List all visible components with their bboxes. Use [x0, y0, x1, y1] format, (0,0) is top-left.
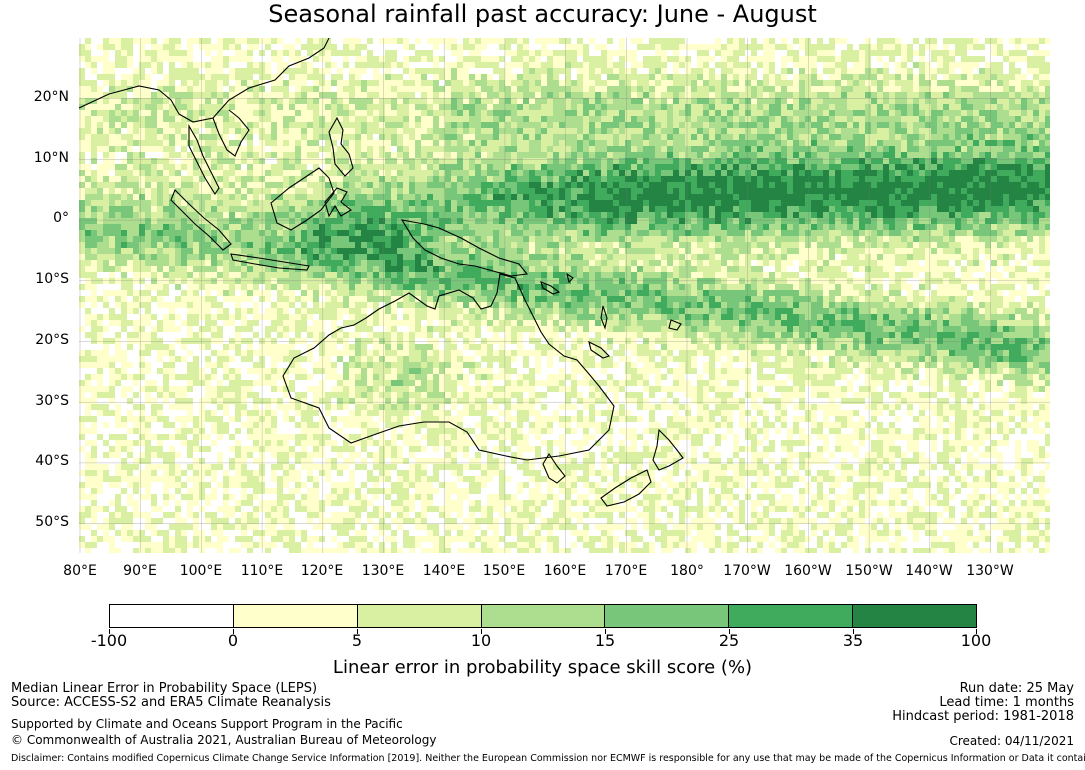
fiji [668, 319, 682, 331]
colorbar-tick-label: 100 [960, 631, 992, 650]
footer-support: Supported by Climate and Oceans Support … [11, 717, 403, 731]
new-zealand-south [600, 469, 652, 507]
lat-label-20s: 20°S [35, 332, 69, 348]
vanuatu [600, 305, 608, 330]
java [230, 253, 310, 271]
colorbar-segment [729, 605, 854, 627]
colorbar-segment [605, 605, 730, 627]
new-zealand-north [652, 428, 684, 471]
indochina-coast [212, 109, 250, 157]
lon-label: 130°W [966, 563, 1014, 579]
new-guinea [400, 219, 529, 277]
colorbar-label: Linear error in probability space skill … [332, 657, 753, 678]
footer-created: Created: 04/11/2021 [949, 734, 1074, 748]
sulawesi [324, 187, 352, 218]
footer-run-date: Run date: 25 May [959, 681, 1074, 696]
colorbar-segment [357, 605, 482, 627]
footer-copyright: © Commonwealth of Australia 2021, Austra… [11, 733, 437, 747]
borneo [270, 167, 335, 231]
lon-label: 140°E [422, 563, 466, 579]
colorbar-tick-label: 5 [351, 631, 363, 650]
lat-label-0: 0° [53, 210, 69, 226]
lon-label: 120°E [300, 563, 344, 579]
lat-label-20n: 20°N [33, 89, 69, 105]
chart-title: Seasonal rainfall past accuracy: June - … [268, 0, 817, 28]
colorbar-tick-label: 10 [470, 631, 492, 650]
tasmania [542, 452, 566, 484]
footer-leps: Median Linear Error in Probability Space… [11, 681, 318, 696]
solomon-islands [540, 272, 574, 295]
lon-label: 150°W [845, 563, 893, 579]
colorbar [109, 604, 977, 628]
colorbar-tick-label: 25 [718, 631, 740, 650]
colorbar-tick-label: 15 [594, 631, 616, 650]
lon-label: 180° [670, 563, 704, 579]
philippines [328, 116, 354, 177]
lon-label: 160°W [784, 563, 832, 579]
lat-label-10s: 10°S [35, 271, 69, 287]
colorbar-segment [481, 605, 606, 627]
footer-source: Source: ACCESS-S2 and ERA5 Climate Reana… [11, 695, 331, 710]
lon-label: 150°E [482, 563, 526, 579]
lon-label: 90°E [123, 563, 157, 579]
lon-label: 100°E [179, 563, 223, 579]
australia-coastline [282, 273, 615, 461]
lon-label: 160°E [543, 563, 587, 579]
colorbar-segment [110, 605, 234, 627]
new-caledonia [588, 340, 611, 359]
colorbar-tick-label: -100 [90, 631, 128, 650]
lat-label-50s: 50°S [35, 514, 69, 530]
lon-label: 110°E [240, 563, 284, 579]
lat-label-10n: 10°N [33, 150, 69, 166]
lon-label: 80°E [63, 563, 97, 579]
lon-label: 170°E [604, 563, 648, 579]
lat-label-40s: 40°S [35, 453, 69, 469]
lon-label: 130°E [361, 563, 405, 579]
lon-label: 170°W [723, 563, 771, 579]
colorbar-tick-label: 35 [842, 631, 864, 650]
footer-hindcast: Hindcast period: 1981-2018 [892, 709, 1074, 724]
disclaimer: Disclaimer: Contains modified Copernicus… [11, 753, 1085, 764]
colorbar-tick-label: 0 [227, 631, 239, 650]
lon-label: 140°W [905, 563, 953, 579]
footer-lead-time: Lead time: 1 months [939, 695, 1074, 710]
lat-label-30s: 30°S [35, 393, 69, 409]
sumatra [170, 189, 232, 251]
colorbar-segment [853, 605, 977, 627]
malay-peninsula [188, 123, 220, 196]
skill-score-map [79, 38, 1050, 553]
colorbar-segment [233, 605, 358, 627]
